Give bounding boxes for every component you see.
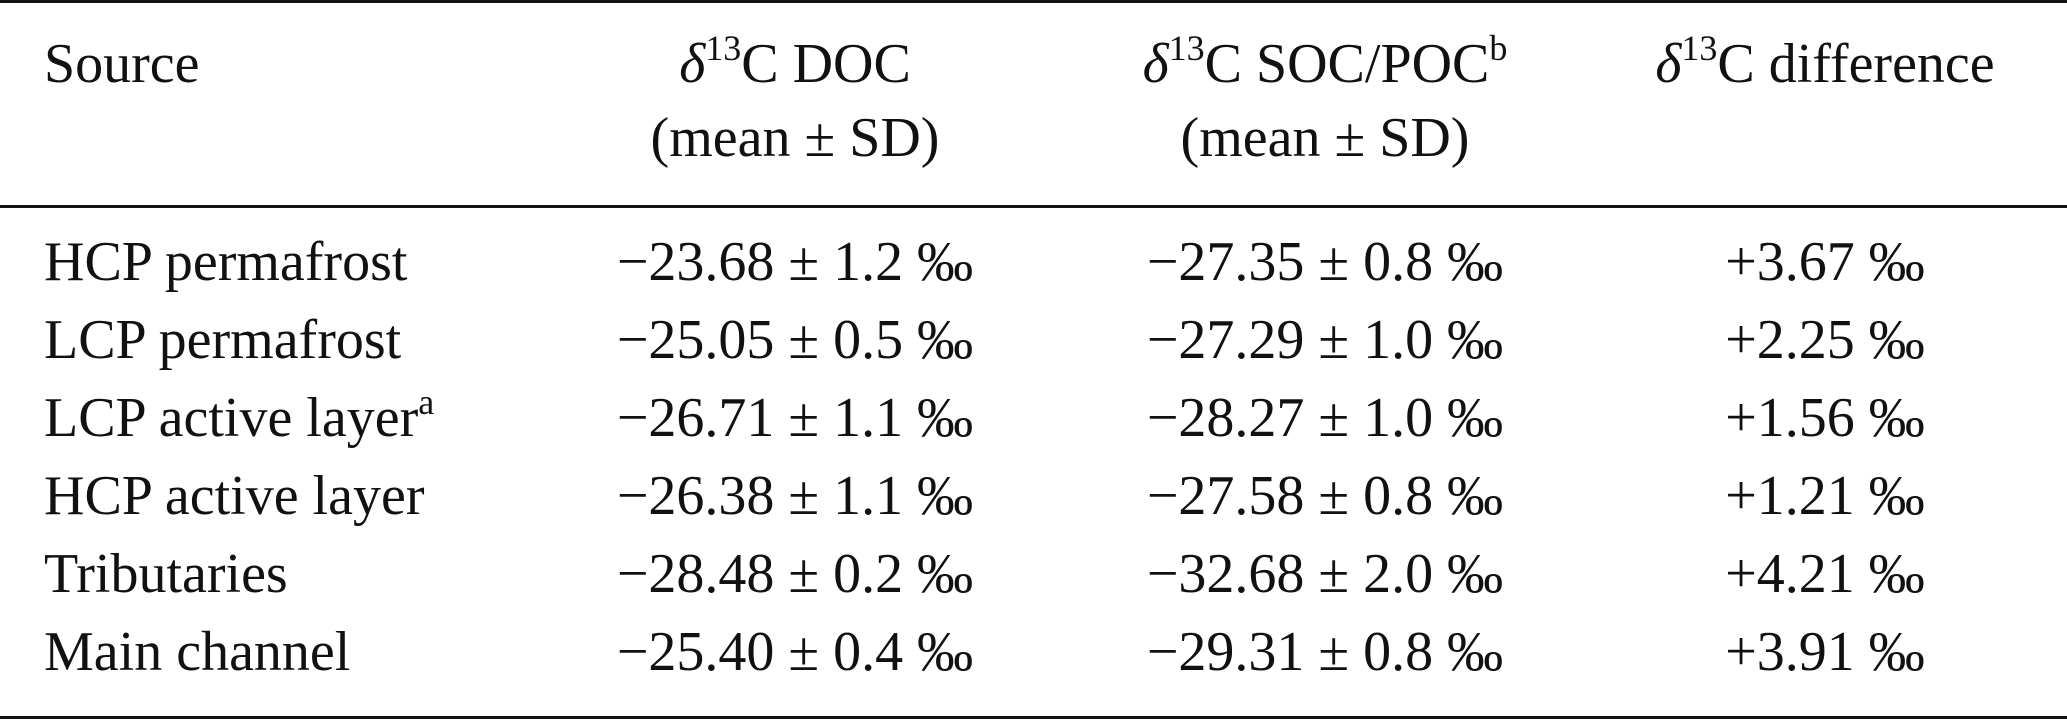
table-row: LCP permafrost −25.05 ± 0.5 ‰ −27.29 ± 1… (0, 301, 2067, 379)
cell-source: HCP active layer (44, 457, 424, 535)
header-source: Source (44, 33, 200, 95)
cell-source-text: HCP active layer (44, 465, 425, 527)
header-doc-line1: δ13C DOC (560, 27, 1030, 101)
header-soc-footnote: b (1489, 28, 1508, 68)
cell-soc: −32.68 ± 2.0 ‰ (1146, 543, 1504, 605)
cell-diff: +3.67 ‰ (1725, 231, 1925, 293)
cell-source: HCP permafrost (44, 223, 407, 301)
table-row: Tributaries −28.48 ± 0.2 ‰ −32.68 ± 2.0 … (0, 535, 2067, 613)
header-soc-delta: δ (1142, 33, 1169, 95)
cell-diff: +1.21 ‰ (1725, 465, 1925, 527)
cell-source: LCP active layera (44, 379, 434, 457)
cell-soc: −28.27 ± 1.0 ‰ (1146, 387, 1504, 449)
cell-soc: −29.31 ± 0.8 ‰ (1146, 621, 1504, 683)
header-soc: δ13C SOC/POCb (mean ± SD) (1075, 27, 1575, 175)
header-doc-rest: C DOC (741, 33, 911, 95)
bottom-rule (0, 716, 2067, 719)
header-doc-sup: 13 (705, 28, 742, 68)
cell-source: Tributaries (44, 535, 288, 613)
cell-source-text: HCP permafrost (44, 231, 408, 293)
cell-source-text: LCP active layer (44, 387, 419, 449)
cell-doc: −28.48 ± 0.2 ‰ (616, 543, 974, 605)
header-diff-rest: C difference (1717, 33, 1995, 95)
cell-doc: −23.68 ± 1.2 ‰ (616, 231, 974, 293)
cell-doc: −26.71 ± 1.1 ‰ (616, 387, 974, 449)
cell-doc: −25.40 ± 0.4 ‰ (616, 621, 974, 683)
cell-diff: +3.91 ‰ (1725, 621, 1925, 683)
cell-source: LCP permafrost (44, 301, 401, 379)
cell-diff: +2.25 ‰ (1725, 309, 1925, 371)
cell-source-text: Main channel (44, 621, 351, 683)
top-rule (0, 0, 2067, 3)
cell-soc: −27.29 ± 1.0 ‰ (1146, 309, 1504, 371)
header-doc-line2: (mean ± SD) (650, 107, 940, 169)
header-doc: δ13C DOC (mean ± SD) (560, 27, 1030, 175)
header-soc-sup: 13 (1168, 28, 1205, 68)
header-diff: δ13C difference (1600, 27, 2050, 101)
header-rule (0, 205, 2067, 208)
header-soc-line2: (mean ± SD) (1180, 107, 1470, 169)
cell-source: Main channel (44, 613, 350, 691)
table-row: HCP permafrost −23.68 ± 1.2 ‰ −27.35 ± 0… (0, 223, 2067, 301)
table-row: Main channel −25.40 ± 0.4 ‰ −29.31 ± 0.8… (0, 613, 2067, 691)
cell-soc: −27.35 ± 0.8 ‰ (1146, 231, 1504, 293)
header-soc-line1: δ13C SOC/POCb (1075, 27, 1575, 101)
cell-soc: −27.58 ± 0.8 ‰ (1146, 465, 1504, 527)
header-diff-sup: 13 (1681, 28, 1718, 68)
cell-source-text: LCP permafrost (44, 309, 402, 371)
cell-doc: −26.38 ± 1.1 ‰ (616, 465, 974, 527)
cell-diff: +1.56 ‰ (1725, 387, 1925, 449)
cell-source-footnote: a (418, 382, 435, 422)
table-row: LCP active layera −26.71 ± 1.1 ‰ −28.27 … (0, 379, 2067, 457)
table-row: HCP active layer −26.38 ± 1.1 ‰ −27.58 ±… (0, 457, 2067, 535)
cell-source-text: Tributaries (44, 543, 288, 605)
cell-diff: +4.21 ‰ (1725, 543, 1925, 605)
header-doc-delta: δ (679, 33, 706, 95)
cell-doc: −25.05 ± 0.5 ‰ (616, 309, 974, 371)
header-soc-rest: C SOC/POC (1204, 33, 1490, 95)
header-diff-delta: δ (1655, 33, 1682, 95)
